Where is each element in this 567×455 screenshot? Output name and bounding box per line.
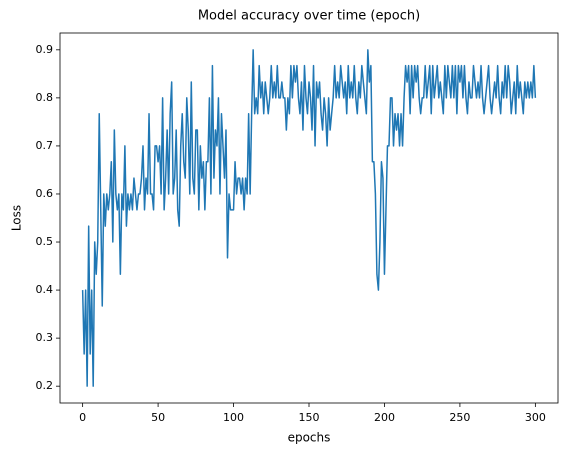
x-tick-label: 0 [79,411,86,424]
x-tick-label: 100 [223,411,244,424]
x-axis-label: epochs [288,431,331,445]
y-tick-label: 0.3 [36,331,54,344]
y-tick-label: 0.7 [36,139,54,152]
y-axis-label: Loss [10,205,24,231]
x-tick-label: 150 [299,411,320,424]
y-tick-label: 0.9 [36,43,54,56]
y-tick-label: 0.6 [36,187,54,200]
y-tick-label: 0.8 [36,91,54,104]
y-tick-label: 0.2 [36,379,54,392]
x-tick-label: 50 [151,411,165,424]
x-tick-label: 250 [449,411,470,424]
data-line [81,49,537,387]
y-tick-label: 0.5 [36,235,54,248]
x-tick-label: 200 [374,411,395,424]
y-tick-label: 0.4 [36,283,54,296]
chart-title: Model accuracy over time (epoch) [198,9,420,24]
x-tick-label: 300 [525,411,546,424]
